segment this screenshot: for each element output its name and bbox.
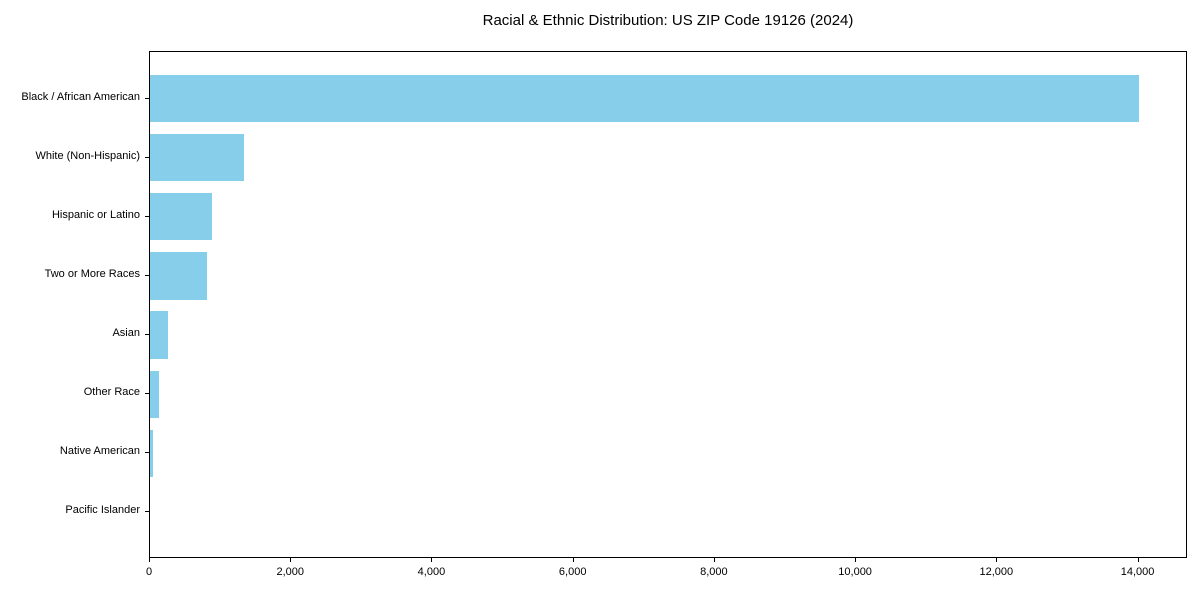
x-tick-label: 8,000: [700, 566, 728, 578]
y-tick-mark: [145, 334, 149, 336]
y-tick-label: Other Race: [83, 386, 140, 399]
x-tick-mark: [996, 558, 998, 562]
chart-title: Racial & Ethnic Distribution: US ZIP Cod…: [482, 12, 854, 29]
x-tick-label: 14,000: [1120, 566, 1155, 578]
bar-asian: [150, 311, 168, 359]
x-tick-mark: [149, 558, 150, 562]
x-tick-mark: [713, 558, 715, 562]
x-tick-mark: [1137, 558, 1139, 562]
y-tick-label: Asian: [112, 327, 140, 340]
y-tick-label: Native American: [59, 445, 140, 458]
x-tick-mark: [290, 558, 292, 562]
x-tick-label: 4,000: [417, 566, 446, 578]
x-tick-label: 12,000: [979, 566, 1014, 578]
y-tick-mark: [145, 393, 149, 395]
y-tick-mark: [145, 274, 149, 276]
x-tick-label: 6,000: [558, 566, 587, 578]
bar-other-race: [150, 370, 160, 418]
bar-black-african-american: [150, 75, 1139, 123]
y-tick-mark: [145, 97, 149, 99]
y-tick-label: Hispanic or Latino: [51, 208, 140, 221]
x-tick-mark: [431, 558, 433, 562]
x-tick-label: 2,000: [276, 566, 304, 578]
bar-native-american: [150, 429, 154, 477]
bar-hispanic-or-latino: [150, 193, 213, 241]
x-tick-label: 0: [145, 566, 153, 578]
bar-white-non-hispanic: [150, 134, 244, 182]
y-tick-mark: [145, 156, 149, 158]
y-tick-label: Pacific Islander: [65, 504, 140, 517]
y-tick-label: White (Non-Hispanic): [35, 149, 140, 162]
bar-two-or-more-races: [150, 252, 208, 300]
y-tick-label: Black / African American: [21, 90, 140, 103]
y-tick-mark: [145, 511, 149, 513]
plot-area: [149, 51, 1187, 558]
x-tick-label: 10,000: [838, 566, 872, 578]
y-tick-label: Two or More Races: [44, 267, 140, 280]
x-tick-mark: [855, 558, 857, 562]
y-tick-mark: [145, 452, 149, 454]
x-tick-mark: [572, 558, 574, 562]
y-tick-mark: [145, 215, 149, 217]
